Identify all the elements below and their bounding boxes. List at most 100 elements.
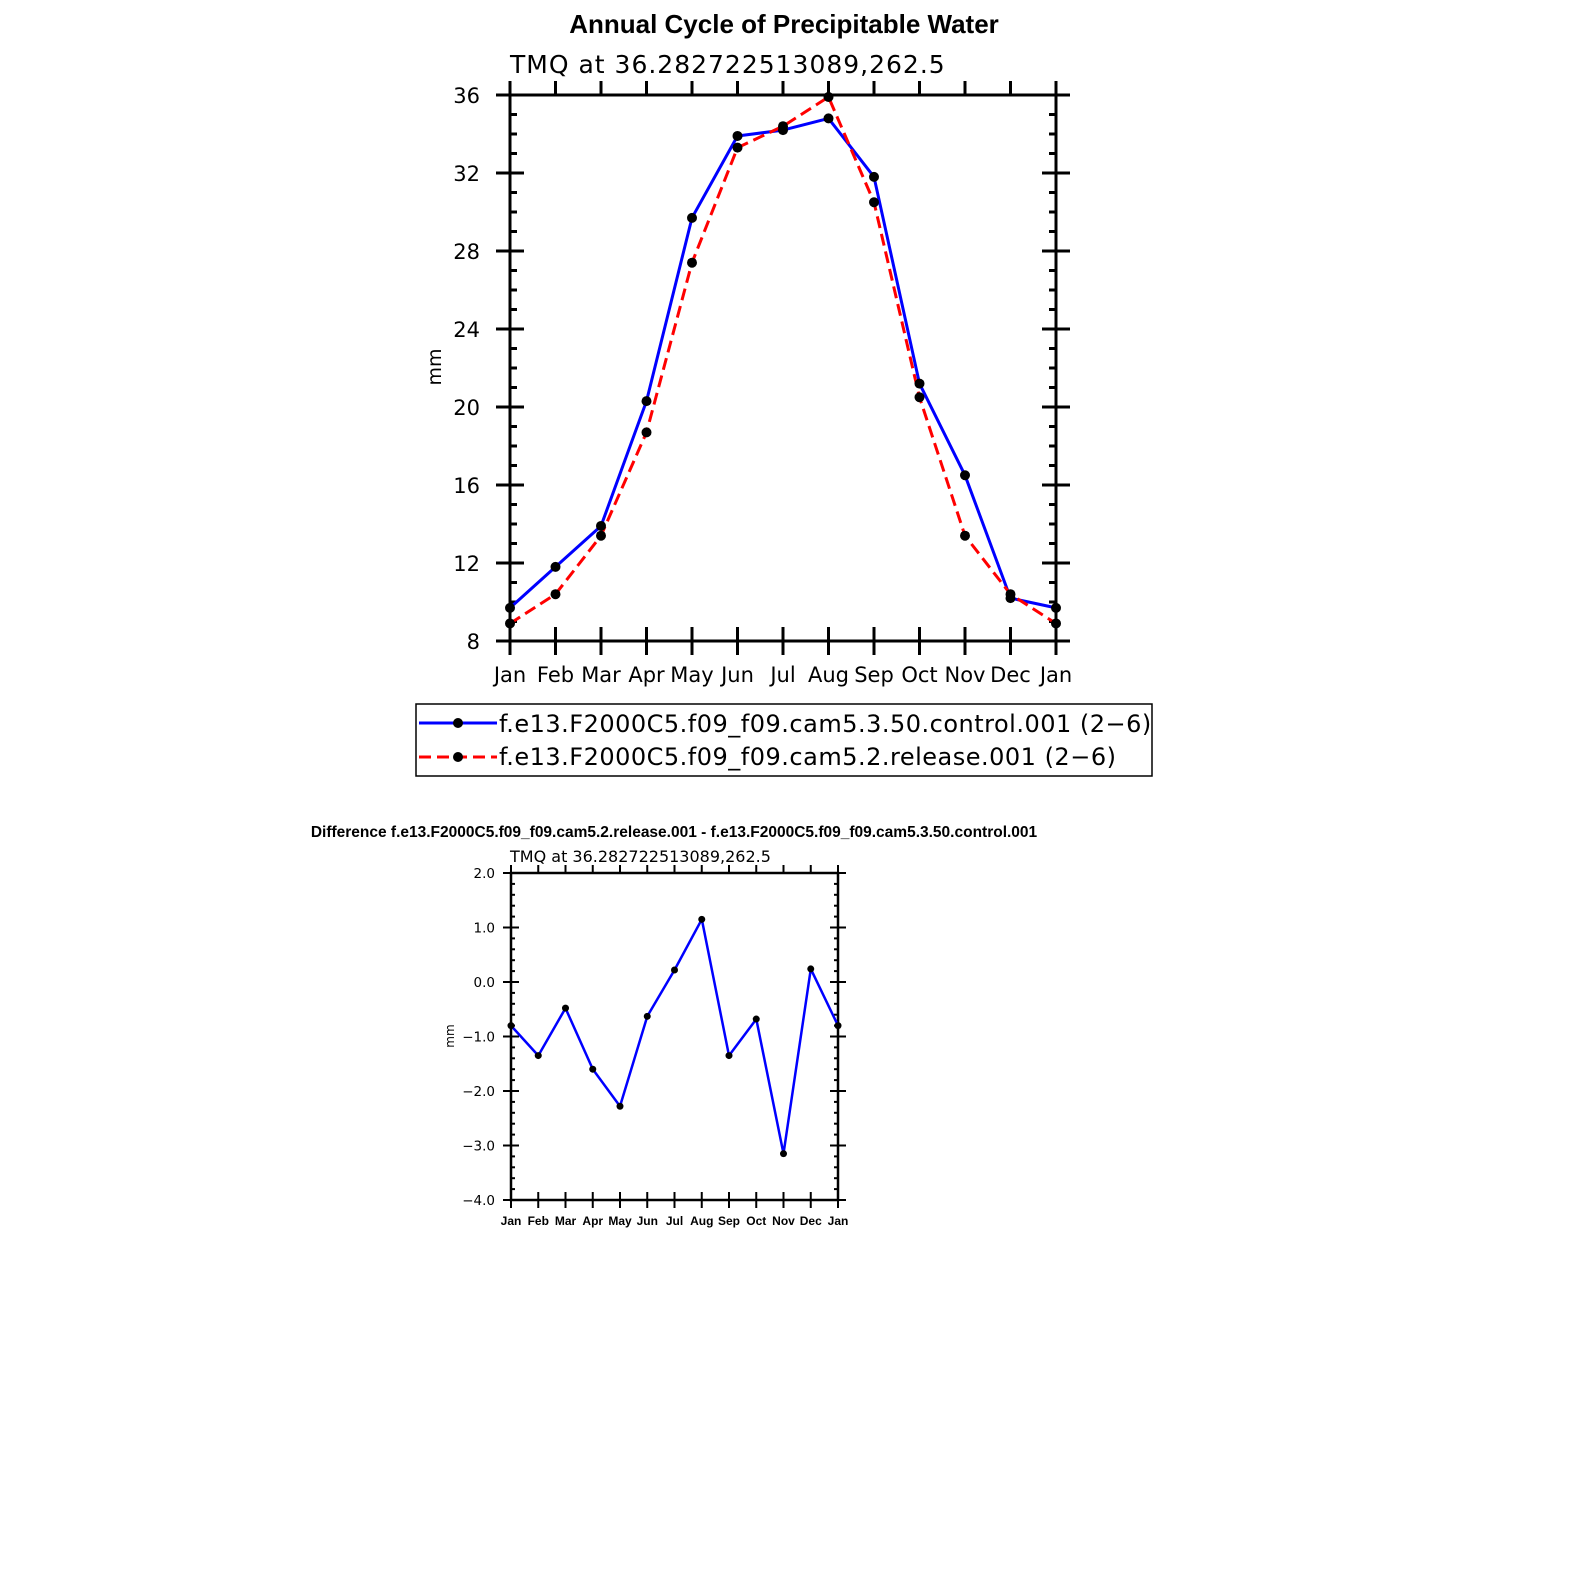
chart1-data-point-0 — [641, 396, 652, 407]
chart1-x-tick-label: Jan — [492, 663, 526, 687]
legend-entry-release: f.e13.F2000C5.f09_f09.cam5.2.release.001… — [419, 743, 1116, 771]
chart1-data-point-0 — [914, 378, 925, 389]
chart1-data-point-0 — [1051, 602, 1061, 613]
chart1-y-tick-label: 24 — [453, 318, 480, 342]
chart1-subtitle: TMQ at 36.282722513089,262.5 — [509, 50, 946, 79]
chart2-series-line-0 — [510, 918, 840, 1155]
chart1-x-tick-label: Jul — [768, 663, 795, 687]
chart2-x-tick-label: Jun — [637, 1214, 658, 1228]
chart2-y-tick-label: 2.0 — [474, 866, 495, 882]
chart2-x-tick-label: Feb — [528, 1214, 549, 1228]
chart1-data-point-0 — [960, 470, 970, 481]
chart2-tick-labels: Jan Feb Mar Apr May Jun Jul Aug Sep Oct Nov Dec Jan−… — [462, 866, 848, 1228]
chart2-x-tick-label: Mar — [555, 1214, 577, 1228]
chart2-x-tick-label: Nov — [772, 1214, 795, 1228]
chart1-data-point-0 — [732, 130, 743, 141]
chart1-y-tick-label: 16 — [453, 474, 480, 498]
chart1-data-point-1 — [1051, 618, 1061, 629]
chart2-x-tick-label: Jan — [828, 1214, 849, 1228]
chart2-x-tick-label: Sep — [718, 1214, 740, 1228]
chart2-y-tick-label: −2.0 — [462, 1084, 495, 1100]
chart2-y-tick-label: 0.0 — [474, 975, 495, 991]
chart2-title: Difference f.e13.F2000C5.f09_f09.cam5.2.… — [311, 824, 1038, 841]
chart2-series — [507, 915, 842, 1158]
chart1-data-point-1 — [960, 530, 970, 541]
difference-chart: Difference f.e13.F2000C5.f09_f09.cam5.2.… — [311, 824, 1038, 1228]
legend-entry-control: f.e13.F2000C5.f09_f09.cam5.3.50.control.… — [419, 710, 1152, 738]
chart2-data-point-0 — [562, 1004, 569, 1012]
chart1-y-tick-label: 20 — [453, 396, 480, 420]
chart2-x-tick-label: May — [608, 1214, 632, 1228]
chart1-data-point-1 — [823, 91, 834, 102]
chart2-x-tick-label: Jul — [666, 1214, 683, 1228]
chart2-x-tick-label: Apr — [582, 1214, 603, 1228]
chart1-data-point-0 — [687, 212, 697, 223]
chart2-data-point-0 — [616, 1102, 624, 1110]
chart2-data-point-0 — [752, 1015, 760, 1023]
chart1-y-axis-label: mm — [424, 348, 446, 385]
chart2-subtitle: TMQ at 36.282722513089,262.5 — [509, 847, 771, 866]
chart2-y-tick-label: −3.0 — [462, 1139, 495, 1155]
chart1-data-point-0 — [505, 602, 515, 613]
chart2-data-point-0 — [643, 1012, 651, 1020]
chart2-data-point-0 — [507, 1022, 515, 1030]
chart1-x-tick-label: Mar — [581, 663, 621, 687]
chart1-y-tick-label: 36 — [453, 84, 480, 108]
chart1-data-point-1 — [778, 121, 788, 132]
chart1-ticks — [496, 81, 1070, 655]
chart2-data-point-0 — [725, 1052, 733, 1060]
chart1-x-tick-label: May — [670, 663, 713, 687]
chart1-data-point-0 — [823, 113, 834, 124]
chart1-data-point-0 — [869, 171, 879, 182]
chart1-tick-labels: Jan Feb Mar Apr May Jun Jul Aug Sep Oct Nov Dec Jan 8… — [453, 84, 1072, 687]
chart1-data-point-1 — [505, 618, 515, 629]
chart1-plot-frame — [508, 93, 1058, 643]
chart2-data-point-0 — [534, 1052, 542, 1060]
chart2-y-tick-label: −4.0 — [462, 1193, 495, 1209]
chart1-title: Annual Cycle of Precipitable Water — [569, 9, 999, 39]
chart2-x-tick-label: Aug — [690, 1214, 713, 1228]
chart2-ticks — [503, 865, 846, 1208]
chart1-data-point-1 — [641, 427, 652, 438]
chart1-x-tick-label: Dec — [990, 663, 1031, 687]
legend-label-release: f.e13.F2000C5.f09_f09.cam5.2.release.001… — [499, 743, 1116, 771]
chart1-x-tick-label: Aug — [808, 663, 849, 687]
chart1-x-tick-label: Oct — [901, 663, 937, 687]
chart1-data-point-1 — [550, 589, 561, 600]
legend-box — [415, 703, 1153, 777]
chart1-y-tick-label: 32 — [453, 162, 480, 186]
legend-marker-release — [453, 752, 463, 762]
chart1-data-point-1 — [687, 257, 697, 268]
chart1-data-point-1 — [1005, 589, 1016, 600]
chart2-y-tick-label: 1.0 — [474, 921, 495, 937]
chart1-data-point-1 — [732, 142, 743, 153]
chart1-data-point-1 — [596, 530, 606, 541]
chart1-legend: f.e13.F2000C5.f09_f09.cam5.3.50.control.… — [415, 703, 1153, 777]
chart2-y-axis-label: mm — [443, 1024, 457, 1047]
chart1-data-point-0 — [596, 520, 606, 531]
chart1-data-point-0 — [550, 561, 561, 572]
chart1-x-tick-label: Sep — [854, 663, 894, 687]
chart2-plot-frame — [509, 871, 840, 1202]
annual-cycle-chart: Annual Cycle of Precipitable Water TMQ a… — [424, 9, 1072, 687]
chart2-data-point-0 — [671, 966, 678, 974]
chart1-x-tick-label: Jan — [1038, 663, 1072, 687]
chart2-x-tick-label: Oct — [746, 1214, 766, 1228]
chart1-x-tick-label: Jun — [719, 663, 754, 687]
chart2-y-tick-label: −1.0 — [462, 1030, 495, 1046]
chart2-x-tick-label: Dec — [800, 1214, 822, 1228]
chart1-series-line-1 — [509, 95, 1057, 625]
chart2-data-point-0 — [780, 1150, 787, 1158]
chart1-y-tick-label: 28 — [453, 240, 480, 264]
chart2-data-point-0 — [698, 915, 706, 923]
chart1-series-line-0 — [508, 116, 1057, 610]
chart1-x-tick-label: Apr — [628, 663, 665, 687]
legend-label-control: f.e13.F2000C5.f09_f09.cam5.3.50.control.… — [499, 710, 1152, 738]
chart2-data-point-0 — [834, 1022, 842, 1030]
chart2-x-tick-label: Jan — [501, 1214, 522, 1228]
chart1-series — [505, 91, 1061, 629]
chart2-data-point-0 — [807, 965, 815, 973]
chart1-y-tick-label: 8 — [467, 630, 480, 654]
chart1-x-tick-label: Nov — [945, 663, 986, 687]
